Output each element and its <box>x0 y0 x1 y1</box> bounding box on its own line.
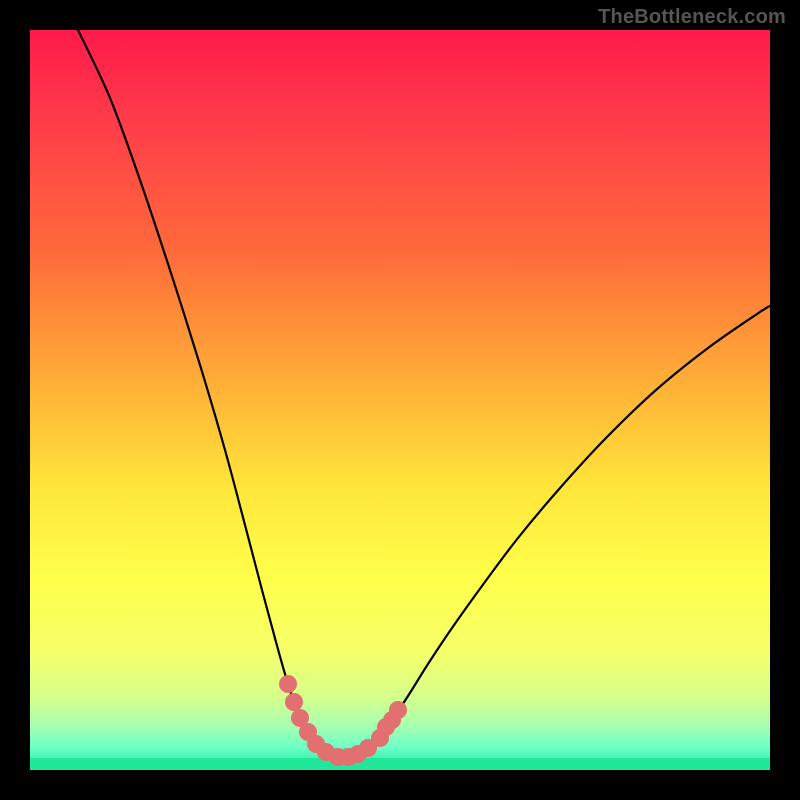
gradient-background <box>30 30 770 770</box>
chart-container: TheBottleneck.com <box>0 0 800 800</box>
valley-marker <box>285 693 303 711</box>
valley-marker <box>279 675 297 693</box>
plot-svg <box>30 30 770 770</box>
valley-marker <box>389 701 407 719</box>
watermark-text: TheBottleneck.com <box>598 6 786 29</box>
baseline-band <box>30 758 770 770</box>
plot-area <box>30 30 770 770</box>
